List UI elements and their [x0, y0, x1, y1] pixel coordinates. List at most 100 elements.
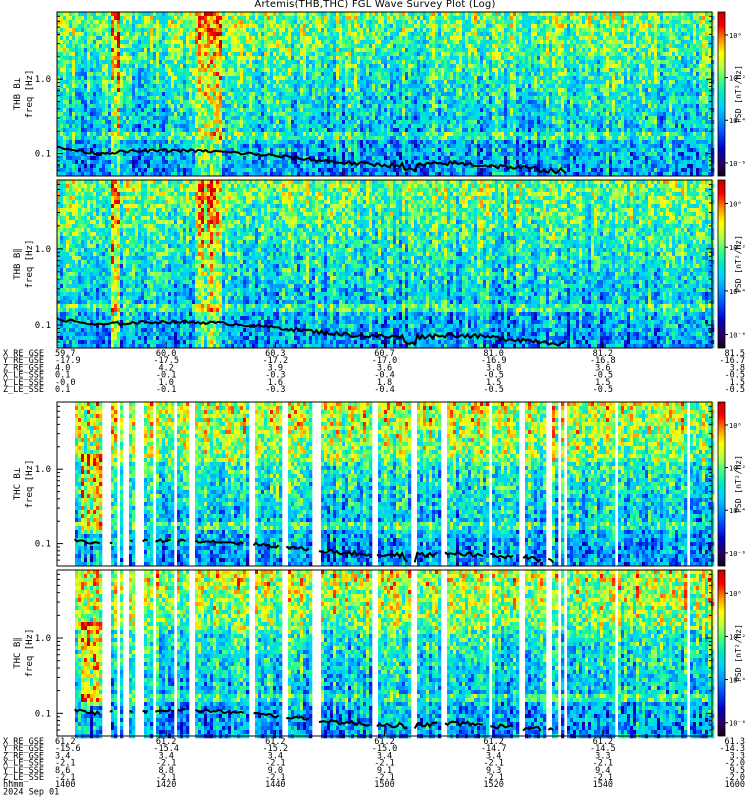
- spectrogram-cell: [195, 64, 199, 69]
- spectrogram-cell: [279, 132, 283, 137]
- spectrogram-cell: [156, 20, 160, 25]
- spectrogram-cell: [279, 104, 283, 109]
- spectrogram-cell: [276, 32, 280, 37]
- spectrogram-cell: [216, 152, 220, 157]
- spectrogram-cell: [135, 64, 139, 69]
- spectrogram-cell: [201, 144, 205, 149]
- spectrogram-cell: [231, 24, 235, 29]
- spectrogram-cell: [192, 136, 196, 141]
- spectrogram-cell: [288, 156, 292, 161]
- spectrogram-cell: [363, 136, 367, 141]
- spectrogram-cell: [297, 44, 301, 49]
- spectrogram-cell: [90, 16, 94, 21]
- spectrogram-cell: [408, 112, 412, 117]
- spectrogram-cell: [129, 76, 133, 81]
- spectrogram-cell: [246, 76, 250, 81]
- spectrogram-cell: [267, 104, 271, 109]
- spectrogram-cell: [387, 84, 391, 89]
- spectrogram-cell: [231, 16, 235, 21]
- spectrogram-cell: [264, 48, 268, 53]
- spectrogram-cell: [264, 136, 268, 141]
- spectrogram-cell: [108, 148, 112, 153]
- spectrogram-cell: [81, 168, 85, 173]
- spectrogram-cell: [78, 156, 82, 161]
- spectrogram-cell: [81, 68, 85, 73]
- spectrogram-cell: [294, 76, 298, 81]
- spectrogram-cell: [336, 72, 340, 77]
- spectrogram-cell: [330, 24, 334, 29]
- spectrogram-cell: [162, 116, 166, 121]
- spectrogram-cell: [102, 40, 106, 45]
- spectrogram-cell: [117, 160, 121, 165]
- spectrogram-cell: [75, 80, 79, 85]
- spectrogram-cell: [120, 68, 124, 73]
- spectrogram-cell: [351, 92, 355, 97]
- spectrogram-cell: [60, 24, 64, 29]
- spectrogram-cell: [324, 68, 328, 73]
- spectrogram-cell: [291, 112, 295, 117]
- spectrogram-cell: [141, 20, 145, 25]
- spectrogram-cell: [396, 116, 400, 121]
- spectrogram-cell: [306, 124, 310, 129]
- spectrogram-cell: [318, 148, 322, 153]
- spectrogram-cell: [201, 128, 205, 133]
- spectrogram-cell: [282, 144, 286, 149]
- spectrogram-cell: [120, 160, 124, 165]
- spectrogram-cell: [279, 52, 283, 57]
- spectrogram-cell: [306, 24, 310, 29]
- spectrogram-cell: [99, 20, 103, 25]
- spectrogram-cell: [363, 48, 367, 53]
- spectrogram-cell: [60, 20, 64, 25]
- spectrogram-cell: [396, 56, 400, 61]
- spectrogram-cell: [75, 120, 79, 125]
- spectrogram-cell: [78, 16, 82, 21]
- spectrogram-cell: [159, 32, 163, 37]
- spectrogram-cell: [294, 20, 298, 25]
- spectrogram-cell: [189, 40, 193, 45]
- spectrogram-cell: [279, 160, 283, 165]
- spectrogram-cell: [339, 104, 343, 109]
- spectrogram-cell: [63, 96, 67, 101]
- spectrogram-cell: [81, 76, 85, 81]
- spectrogram-cell: [75, 140, 79, 145]
- spectrogram-cell: [360, 72, 364, 77]
- spectrogram-cell: [285, 12, 289, 17]
- spectrogram-cell: [309, 40, 313, 45]
- spectrogram-cell: [81, 124, 85, 129]
- spectrogram-cell: [402, 160, 406, 165]
- spectrogram-cell: [309, 64, 313, 69]
- spectrogram-cell: [171, 88, 175, 93]
- spectrogram-cell: [216, 100, 220, 105]
- spectrogram-cell: [276, 60, 280, 65]
- spectrogram-cell: [156, 144, 160, 149]
- spectrogram-cell: [315, 40, 319, 45]
- spectrogram-cell: [153, 164, 157, 169]
- spectrogram-cell: [132, 116, 136, 121]
- spectrogram-cell: [396, 80, 400, 85]
- spectrogram-cell: [348, 52, 352, 57]
- spectrogram-cell: [420, 32, 424, 37]
- spectrogram-cell: [108, 16, 112, 21]
- spectrogram-cell: [276, 112, 280, 117]
- spectrogram-cell: [162, 168, 166, 173]
- spectrogram-cell: [210, 116, 214, 121]
- spectrogram-cell: [174, 48, 178, 53]
- spectrogram-cell: [366, 32, 370, 37]
- spectrogram-cell: [138, 12, 142, 17]
- spectrogram-cell: [270, 64, 274, 69]
- spectrogram-cell: [384, 152, 388, 157]
- spectrogram-cell: [387, 144, 391, 149]
- spectrogram-cell: [309, 112, 313, 117]
- spectrogram-cell: [291, 104, 295, 109]
- spectrogram-cell: [96, 148, 100, 153]
- spectrogram-cell: [357, 68, 361, 73]
- spectrogram-cell: [216, 132, 220, 137]
- spectrogram-cell: [318, 132, 322, 137]
- spectrogram-cell: [180, 168, 184, 173]
- spectrogram-cell: [264, 108, 268, 113]
- spectrogram-cell: [207, 24, 211, 29]
- spectrogram-cell: [363, 148, 367, 153]
- spectrogram-cell: [201, 56, 205, 61]
- spectrogram-cell: [69, 28, 73, 33]
- spectrogram-cell: [192, 56, 196, 61]
